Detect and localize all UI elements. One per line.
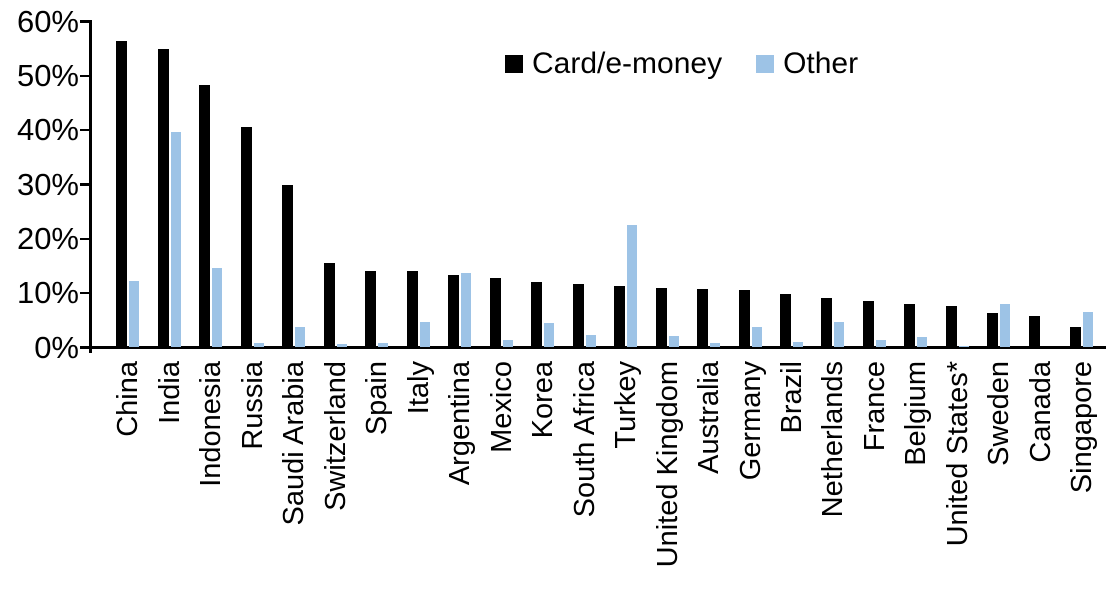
bar-card-e-money [738,289,750,348]
bar-card-e-money [655,287,667,348]
x-category-label: Sweden [983,361,1016,466]
legend-other-swatch-icon [756,55,775,73]
y-axis-tick [80,291,90,295]
bar-other [792,341,803,348]
bar-other [710,342,721,348]
x-category-label: China [112,361,145,437]
x-category-label: Saudi Arabia [278,361,311,526]
bar-other [917,336,928,348]
bar-other [958,345,969,348]
bar-other [212,268,223,348]
bar-card-e-money [821,298,833,348]
legend-item-other: Other [756,47,858,81]
x-category-label: Spain [361,361,394,436]
x-category-label: India [153,361,186,424]
bar-card-e-money [987,312,999,348]
bar-card-e-money [116,41,128,348]
bar-card-e-money [448,274,460,348]
y-axis-tick [80,183,90,186]
x-category-label: United States* [941,361,974,547]
bar-card-e-money [614,285,626,348]
bar-other [544,323,555,348]
bar-card-e-money [1070,327,1082,348]
bar-other [668,335,679,348]
x-category-label: Germany [734,361,767,481]
x-category-label: Switzerland [319,361,352,511]
y-tick-label: 20% [16,220,79,256]
y-axis-tick [80,346,90,349]
bar-card-e-money [282,185,294,348]
y-tick-label: 50% [16,57,79,93]
bar-card-e-money [157,48,169,348]
bar-card-e-money [904,304,916,348]
x-category-label: Netherlands [817,361,850,518]
bar-card-e-money [697,288,709,348]
bar-other [1000,304,1011,348]
x-axis [88,346,1106,349]
legend-item-card-e-money: Card/e-money [505,47,722,81]
x-category-label: South Africa [568,361,601,518]
bar-other [378,342,389,348]
x-category-label: Indonesia [195,361,228,487]
bar-card-e-money [365,270,377,348]
bar-other [1083,312,1094,348]
x-category-label: Canada [1024,361,1057,463]
bar-card-e-money [406,271,418,348]
x-category-label: Mexico [485,361,518,453]
y-tick-label: 0% [34,329,79,365]
bar-card-e-money [323,262,335,348]
x-category-label: Australia [693,361,726,474]
bar-other [253,342,264,348]
bar-other [751,326,762,348]
legend-card-swatch-icon [505,55,523,73]
y-axis-tick [80,20,90,23]
legend: Card/e-money Other [505,46,858,82]
x-category-label: Turkey [610,361,643,449]
bar-card-e-money [779,293,791,348]
y-tick-label: 10% [16,275,79,311]
bar-other [834,321,845,348]
bar-card-e-money [489,277,501,348]
x-category-label: Belgium [900,361,933,466]
x-category-label: Russia [236,361,269,450]
y-axis-tick [80,237,90,241]
bar-card-e-money [240,127,252,348]
bar-other [419,321,430,348]
bar-card-e-money [199,85,211,348]
y-tick-label: 60% [16,3,79,39]
bar-other [875,339,886,348]
x-category-label: Brazil [775,361,808,434]
x-category-label: Korea [527,361,560,439]
bar-other [585,335,596,348]
bar-other [461,273,472,348]
legend-card-label: Card/e-money [532,47,723,80]
bar-card-e-money [862,301,874,348]
legend-other-label: Other [783,47,859,80]
x-category-label: Argentina [444,361,477,486]
bar-card-e-money [531,281,543,348]
bar-other [627,224,638,348]
y-axis-tick [80,128,90,132]
bar-card-e-money [1028,315,1040,348]
bar-card-e-money [572,283,584,348]
x-category-label: United Kingdom [651,361,684,568]
y-axis-tick [80,74,90,78]
bar-other [129,281,140,348]
x-category-label: Singapore [1066,361,1099,494]
bar-other [295,326,306,348]
y-tick-label: 40% [16,112,79,148]
bar-other [170,131,181,348]
y-axis [89,20,92,353]
bar-other [336,343,347,348]
x-category-label: France [858,361,891,452]
y-tick-label: 30% [16,166,79,202]
bar-card-e-money [945,305,957,348]
x-category-label: Italy [402,361,435,415]
bar-other [502,339,513,348]
